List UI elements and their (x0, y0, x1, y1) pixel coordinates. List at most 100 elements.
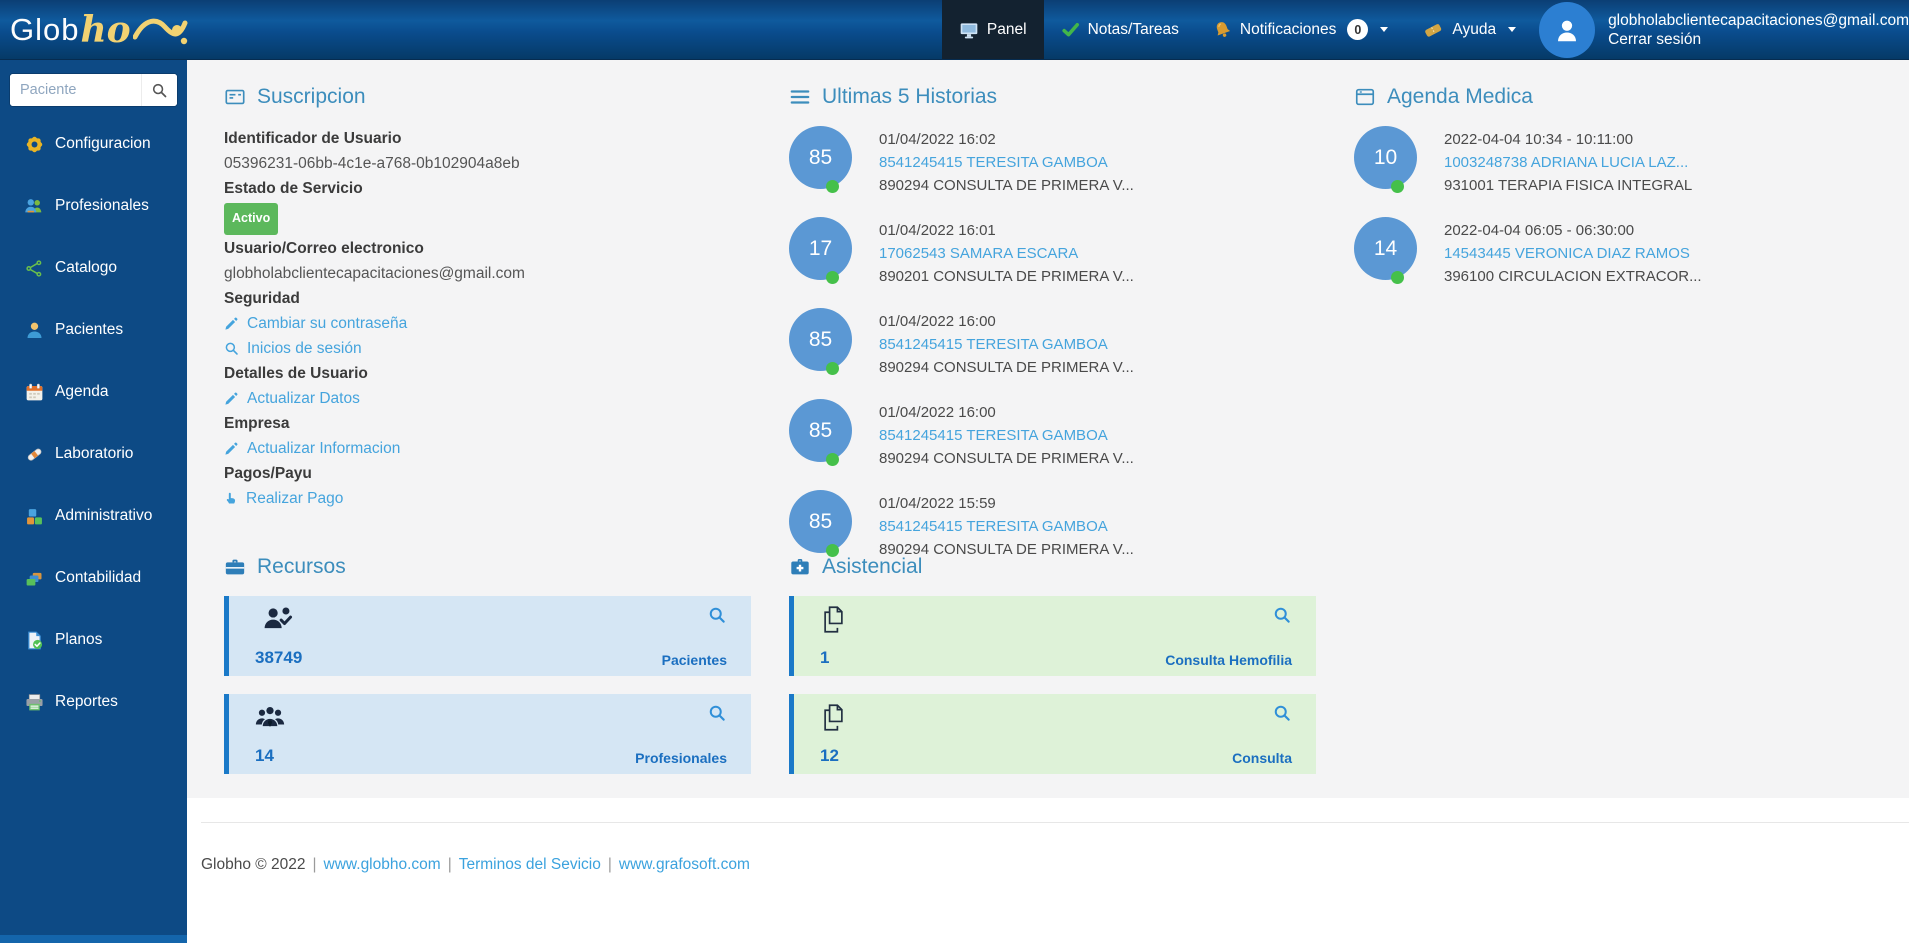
record-detail: 890201 CONSULTA DE PRIMERA V... (879, 268, 1134, 285)
search-icon (224, 341, 239, 356)
patient-search (9, 73, 178, 107)
record-date: 01/04/2022 15:59 (879, 495, 996, 512)
footer-link-globho[interactable]: www.globho.com (323, 856, 441, 873)
link-label: Realizar Pago (246, 490, 344, 507)
footer-divider (201, 822, 1909, 823)
share-nodes-icon (23, 257, 45, 279)
section-title-text: Asistencial (822, 555, 923, 578)
nav-ayuda[interactable]: Ayuda (1405, 0, 1533, 59)
suscripcion-title: Suscripcion (224, 85, 751, 109)
sidebar-item-label: Laboratorio (55, 445, 134, 462)
status-badge: Activo (224, 203, 279, 235)
search-icon (1272, 605, 1292, 625)
section-suscripcion: Suscripcion Identificador de Usuario 053… (224, 85, 751, 533)
record-detail: 890294 CONSULTA DE PRIMERA V... (879, 177, 1134, 194)
sidebar-item-catalogo[interactable]: Catalogo (0, 237, 187, 299)
sidebar-item-label: Planos (55, 631, 103, 648)
sidebar-item-label: Pacientes (55, 321, 124, 338)
card-count: 38749 (255, 648, 303, 667)
sidebar-menu: Configuracion Profesionales Catalogo Pac… (0, 113, 187, 733)
users-icon (23, 195, 45, 217)
briefcase-icon (224, 556, 246, 578)
footer-text: Globho © 2022 | www.globho.com | Terminos de… (201, 856, 1909, 874)
patient-link[interactable]: 8541245415 TERESITA GAMBOA (879, 154, 1108, 171)
check-icon (1061, 20, 1080, 39)
record-detail: 890294 CONSULTA DE PRIMERA V... (879, 450, 1134, 467)
record-detail: 931001 TERAPIA FISICA INTEGRAL (1444, 177, 1693, 194)
sidebar-item-pacientes[interactable]: Pacientes (0, 299, 187, 361)
search-button[interactable] (141, 74, 177, 106)
patient-link[interactable]: 8541245415 TERESITA GAMBOA (879, 336, 1108, 353)
search-input[interactable] (10, 74, 141, 106)
record-date: 01/04/2022 16:01 (879, 222, 996, 239)
top-navbar: Glob ho Panel Notas/Tareas (0, 0, 1909, 60)
sidebar-item-laboratorio[interactable]: Laboratorio (0, 423, 187, 485)
asistencial-card-hemofilia[interactable]: 1 Consulta Hemofilia (789, 596, 1316, 676)
section-asistencial: Asistencial 1 Consulta Hemofilia (789, 555, 1316, 792)
sidebar-item-configuracion[interactable]: Configuracion (0, 113, 187, 175)
tiles-icon (23, 567, 45, 589)
footer-link-grafosoft[interactable]: www.grafosoft.com (618, 856, 750, 873)
patient-link[interactable]: 14543445 VERONICA DIAZ RAMOS (1444, 245, 1690, 262)
agenda-list: 10 2022-04-04 10:34 - 10:11:00 100324873… (1354, 126, 1824, 288)
agenda-medica-title: Agenda Medica (1354, 85, 1824, 109)
record-detail: 890294 CONSULTA DE PRIMERA V... (879, 359, 1134, 376)
patient-link[interactable]: 8541245415 TERESITA GAMBOA (879, 427, 1108, 444)
nav-notificaciones[interactable]: Notificaciones 0 (1196, 0, 1406, 59)
section-title-text: Recursos (257, 555, 346, 578)
recursos-card-profesionales[interactable]: 14 Profesionales (224, 694, 751, 774)
historias-list: 85 01/04/2022 16:02 8541245415 TERESITA … (789, 126, 1316, 561)
agenda-item: 14 2022-04-04 06:05 - 06:30:00 14543445 … (1354, 217, 1824, 288)
sidebar-item-profesionales[interactable]: Profesionales (0, 175, 187, 237)
nav-panel[interactable]: Panel (941, 0, 1044, 59)
sidebar-item-reportes[interactable]: Reportes (0, 671, 187, 733)
lab-vial-icon (23, 443, 45, 465)
asistencial-card-consulta[interactable]: 12 Consulta (789, 694, 1316, 774)
estado-badge-row: Activo (224, 201, 751, 236)
link-label: Cambiar su contraseña (247, 315, 408, 332)
sidebar-item-agenda[interactable]: Agenda (0, 361, 187, 423)
nav-panel-label: Panel (986, 20, 1027, 38)
card-count: 14 (255, 746, 274, 765)
historia-item: 85 01/04/2022 16:00 8541245415 TERESITA … (789, 399, 1316, 470)
navbar-menu: Panel Notas/Tareas Notificaciones 0 (941, 0, 1909, 59)
sidebar-item-contabilidad[interactable]: Contabilidad (0, 547, 187, 609)
update-data-link[interactable]: Actualizar Datos (224, 386, 751, 411)
historia-item: 85 01/04/2022 16:02 8541245415 TERESITA … (789, 126, 1316, 197)
nav-notas-tareas[interactable]: Notas/Tareas (1044, 0, 1196, 59)
recursos-card-pacientes[interactable]: 38749 Pacientes (224, 596, 751, 676)
sidebar-item-label: Configuracion (55, 135, 151, 152)
app-logo[interactable]: Glob ho (0, 0, 230, 59)
sidebar-item-label: Catalogo (55, 259, 118, 276)
section-agenda-medica: Agenda Medica 10 2022-04-04 10:34 - 10:1… (1354, 85, 1824, 533)
user-info: globholabclientecapacitaciones@gmail.com… (1608, 11, 1909, 49)
footer-link-terminos[interactable]: Terminos del Sevicio (458, 856, 601, 873)
change-password-link[interactable]: Cambiar su contraseña (224, 311, 751, 336)
update-company-link[interactable]: Actualizar Informacion (224, 436, 751, 461)
presence-dot (826, 544, 839, 557)
pencil-icon (224, 441, 239, 456)
record-number: 10 (1354, 126, 1417, 189)
nav-user-menu[interactable]: globholabclientecapacitaciones@gmail.com… (1539, 0, 1909, 59)
gear-icon (23, 133, 45, 155)
patient-link[interactable]: 8541245415 TERESITA GAMBOA (879, 518, 1108, 535)
patient-link[interactable]: 17062543 SAMARA ESCARA (879, 245, 1079, 262)
sidebar-item-administrativo[interactable]: Administrativo (0, 485, 187, 547)
patient-link[interactable]: 1003248738 ADRIANA LUCIA LAZ... (1444, 154, 1689, 171)
footer-separator: | (312, 856, 317, 873)
logout-link[interactable]: Cerrar sesión (1608, 30, 1702, 48)
sidebar-item-planos[interactable]: Planos (0, 609, 187, 671)
field-value-correo: globholabclientecapacitaciones@gmail.com (224, 265, 525, 282)
copyright-text: Globho © 2022 (201, 856, 306, 873)
field-label-correo: Usuario/Correo electronico (224, 240, 424, 257)
link-label: Inicios de sesión (247, 340, 362, 357)
make-payment-link[interactable]: Realizar Pago (224, 486, 751, 511)
login-history-link[interactable]: Inicios de sesión (224, 336, 751, 361)
field-label-empresa: Empresa (224, 415, 290, 432)
record-avatar: 17 (789, 217, 852, 284)
presence-dot (1391, 271, 1404, 284)
section-title-text: Ultimas 5 Historias (822, 85, 998, 108)
section-recursos: Recursos 38749 Pacientes (224, 555, 751, 792)
historias-title: Ultimas 5 Historias (789, 85, 1316, 109)
page-footer: Globho © 2022 | www.globho.com | Terminos de… (187, 798, 1909, 943)
